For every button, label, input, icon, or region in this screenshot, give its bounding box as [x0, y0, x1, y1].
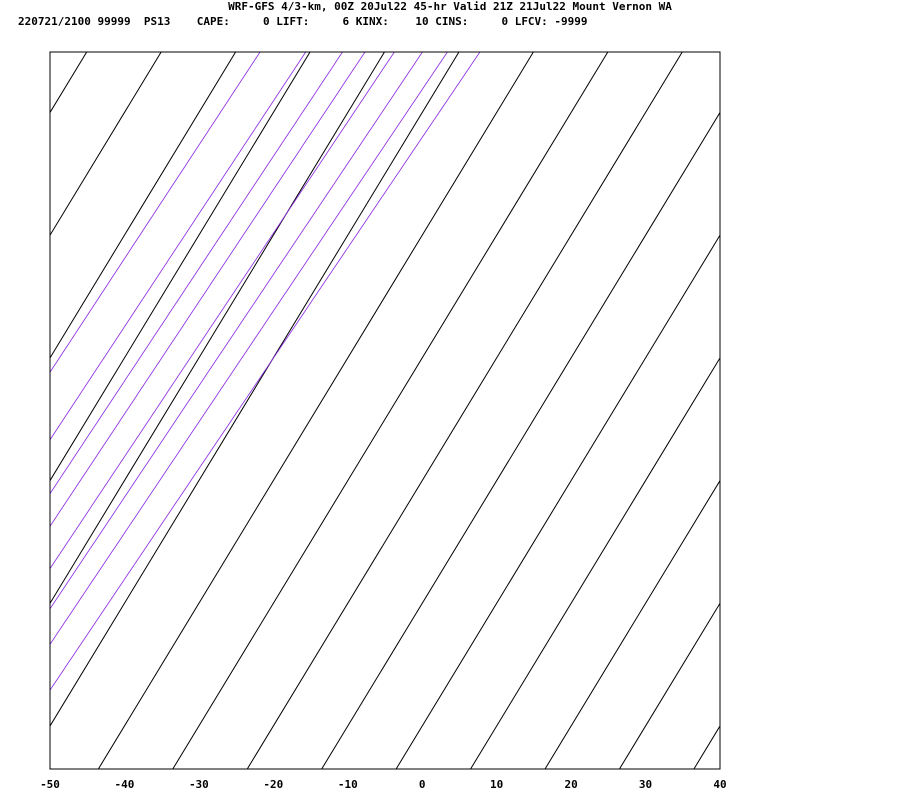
mixing-ratio-line [50, 52, 307, 441]
x-tick-label: 10 [490, 778, 503, 791]
isotherm-line [395, 234, 720, 769]
isotherm-line [172, 52, 609, 769]
x-tick-label: -10 [338, 778, 358, 791]
mixing-ratio-line [50, 52, 395, 570]
isotherm-line [50, 52, 88, 114]
isotherm-line [544, 479, 720, 769]
chart-header: WRF-GFS 4/3-km, 00Z 20Jul22 45-hr Valid … [0, 0, 900, 34]
mixing-ratio-line [50, 52, 261, 373]
isotherm-line [50, 52, 311, 482]
mixing-ratio-lines [50, 52, 481, 691]
isotherms [0, 52, 720, 769]
x-tick-label: -40 [115, 778, 135, 791]
x-tick-label: -20 [263, 778, 283, 791]
x-tick-label: 30 [639, 778, 652, 791]
x-axis-ticks: -50 -40 -30 -20 -10 0 10 20 30 40 [40, 778, 727, 791]
isotherm-line [470, 356, 720, 769]
isotherm-line [50, 52, 162, 237]
mixing-ratio-line [50, 52, 481, 691]
isotherm-line [246, 52, 683, 769]
isotherm-line [50, 52, 385, 605]
isotherm-line [50, 52, 460, 727]
stability-indices: 220721/2100 99999 PS13 CAPE: 0 LIFT: 6 K… [18, 15, 588, 28]
x-tick-label: 20 [564, 778, 577, 791]
mixing-ratio-line [50, 52, 423, 610]
isotherm-line [97, 52, 534, 769]
isotherm-line [50, 52, 237, 359]
isotherm-line [619, 602, 720, 769]
isotherm-line [321, 111, 720, 769]
chart-title: WRF-GFS 4/3-km, 00Z 20Jul22 45-hr Valid … [228, 0, 672, 13]
mixing-ratio-line [50, 52, 448, 646]
x-tick-label: -50 [40, 778, 60, 791]
x-tick-label: -30 [189, 778, 209, 791]
plot-frame [49, 51, 721, 770]
mixing-ratio-line [50, 52, 366, 528]
background-lines [0, 52, 720, 769]
isotherm-line [693, 725, 720, 769]
x-tick-label: 40 [713, 778, 726, 791]
isotherm-line [0, 52, 12, 769]
x-tick-label: 0 [419, 778, 426, 791]
mixing-ratio-line [50, 52, 343, 495]
